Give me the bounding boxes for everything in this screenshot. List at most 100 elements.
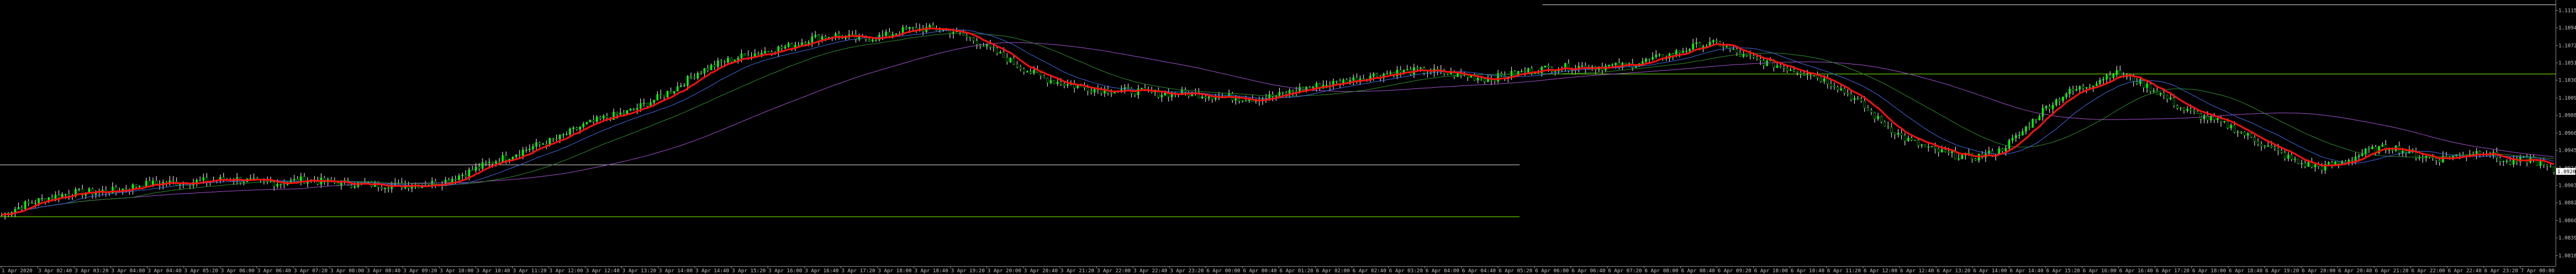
candle-body (1917, 140, 1919, 146)
candle-body (1513, 71, 1516, 76)
candle-body (481, 162, 484, 169)
candle-body (1823, 78, 1825, 82)
candle-body (696, 73, 699, 79)
candle-body (814, 35, 817, 37)
candle-body (1826, 78, 1829, 84)
candle-body (1796, 71, 1799, 73)
horizontal-levels (0, 4, 2556, 217)
candle-body (505, 155, 507, 161)
candle-body (881, 35, 884, 36)
candle-body (2105, 75, 2108, 80)
candle-body (2257, 141, 2259, 144)
time-tick-label: 3 Apr 10:40 (476, 268, 510, 274)
candle-body (586, 122, 588, 125)
time-tick-label: 6 Apr 18:40 (2229, 268, 2263, 274)
candle-body (111, 187, 114, 194)
candle-body (454, 178, 457, 181)
candle-body (2004, 148, 2007, 151)
candle-body (1951, 151, 1953, 153)
candle-body (2015, 135, 2017, 139)
candle-body (2438, 160, 2441, 162)
candle-body (252, 178, 255, 179)
candle-body (1086, 87, 1089, 92)
candle-body (2102, 79, 2105, 80)
candle-body (1466, 75, 1469, 78)
candle-body (612, 112, 615, 120)
candle-body (579, 126, 581, 130)
time-tick-label: 6 Apr 20:00 (2302, 268, 2336, 274)
price-tick-label: 1.08820 (2558, 200, 2576, 206)
candle-body (663, 95, 665, 97)
candle-body (74, 189, 77, 196)
candle-body (2381, 144, 2384, 147)
candle-body (1658, 54, 1661, 55)
candle-body (2159, 93, 2162, 95)
candle-body (1016, 64, 1018, 67)
candle-body (811, 36, 813, 42)
candle-body (2001, 148, 2004, 151)
candle-body (1900, 132, 1903, 136)
candle-body (656, 94, 659, 101)
time-tick-label: 3 Apr 21:20 (1060, 268, 1094, 274)
candle-body (2300, 163, 2303, 164)
candle-body (2502, 161, 2505, 162)
time-tick-label: 3 Apr 09:20 (403, 268, 437, 274)
candle-body (91, 189, 94, 195)
candle-body (1672, 53, 1674, 56)
candle-body (2069, 88, 2071, 94)
candle-body (1063, 84, 1065, 86)
candle-body (2156, 90, 2159, 95)
time-tick-label: 3 Apr 12:00 (549, 268, 583, 274)
candle-body (1315, 83, 1318, 87)
candle-body (2217, 118, 2219, 120)
candle-body (730, 58, 733, 62)
time-tick-label: 3 Apr 23:20 (1170, 268, 1204, 274)
candle-body (1271, 94, 1274, 97)
time-tick-label: 3 Apr 11:20 (513, 268, 547, 274)
candle-body (1793, 70, 1795, 72)
candle-body (1608, 65, 1610, 66)
candle-body (196, 179, 198, 183)
candle-body (1137, 88, 1140, 95)
candle-body (1820, 78, 1822, 82)
candle-body (972, 37, 975, 41)
candle-body (2065, 93, 2067, 97)
candle-body (727, 58, 729, 63)
candle-body (2294, 159, 2296, 160)
candle-body (494, 161, 497, 164)
candle-body (1685, 50, 1687, 52)
candle-body (966, 35, 968, 37)
candle-body (2304, 163, 2306, 167)
candle-body (2297, 159, 2300, 164)
candle-body (2227, 121, 2229, 129)
candle-body (2280, 150, 2283, 153)
candle-body (2109, 75, 2111, 78)
candle-body (2274, 147, 2276, 149)
candle-body (996, 48, 999, 54)
candle-body (1846, 93, 1849, 95)
candle-body (1749, 55, 1752, 57)
candle-body (626, 110, 628, 114)
candle-body (2021, 131, 2024, 136)
candle-body (700, 73, 703, 74)
candle-body (1060, 82, 1062, 84)
time-tick-label: 3 Apr 06:00 (221, 268, 255, 274)
time-tick-label: 6 Apr 08:40 (1681, 268, 1715, 274)
candle-body (1292, 90, 1294, 92)
candle-body (1067, 84, 1069, 86)
time-tick-label: 6 Apr 10:40 (1791, 268, 1825, 274)
candle-body (2196, 111, 2199, 114)
candle-body (2182, 108, 2185, 111)
time-tick-label: 3 Apr 06:40 (257, 268, 291, 274)
candle-body (64, 194, 67, 195)
candle-body (2509, 161, 2511, 165)
candle-body (1093, 89, 1096, 93)
candle-body (2539, 161, 2542, 166)
candle-body (713, 65, 716, 67)
price-tick-label: 1.11150 (2558, 8, 2576, 14)
candle-body (1974, 159, 1977, 161)
time-tick-label: 6 Apr 08:00 (1644, 268, 1678, 274)
candle-body (2358, 155, 2360, 157)
